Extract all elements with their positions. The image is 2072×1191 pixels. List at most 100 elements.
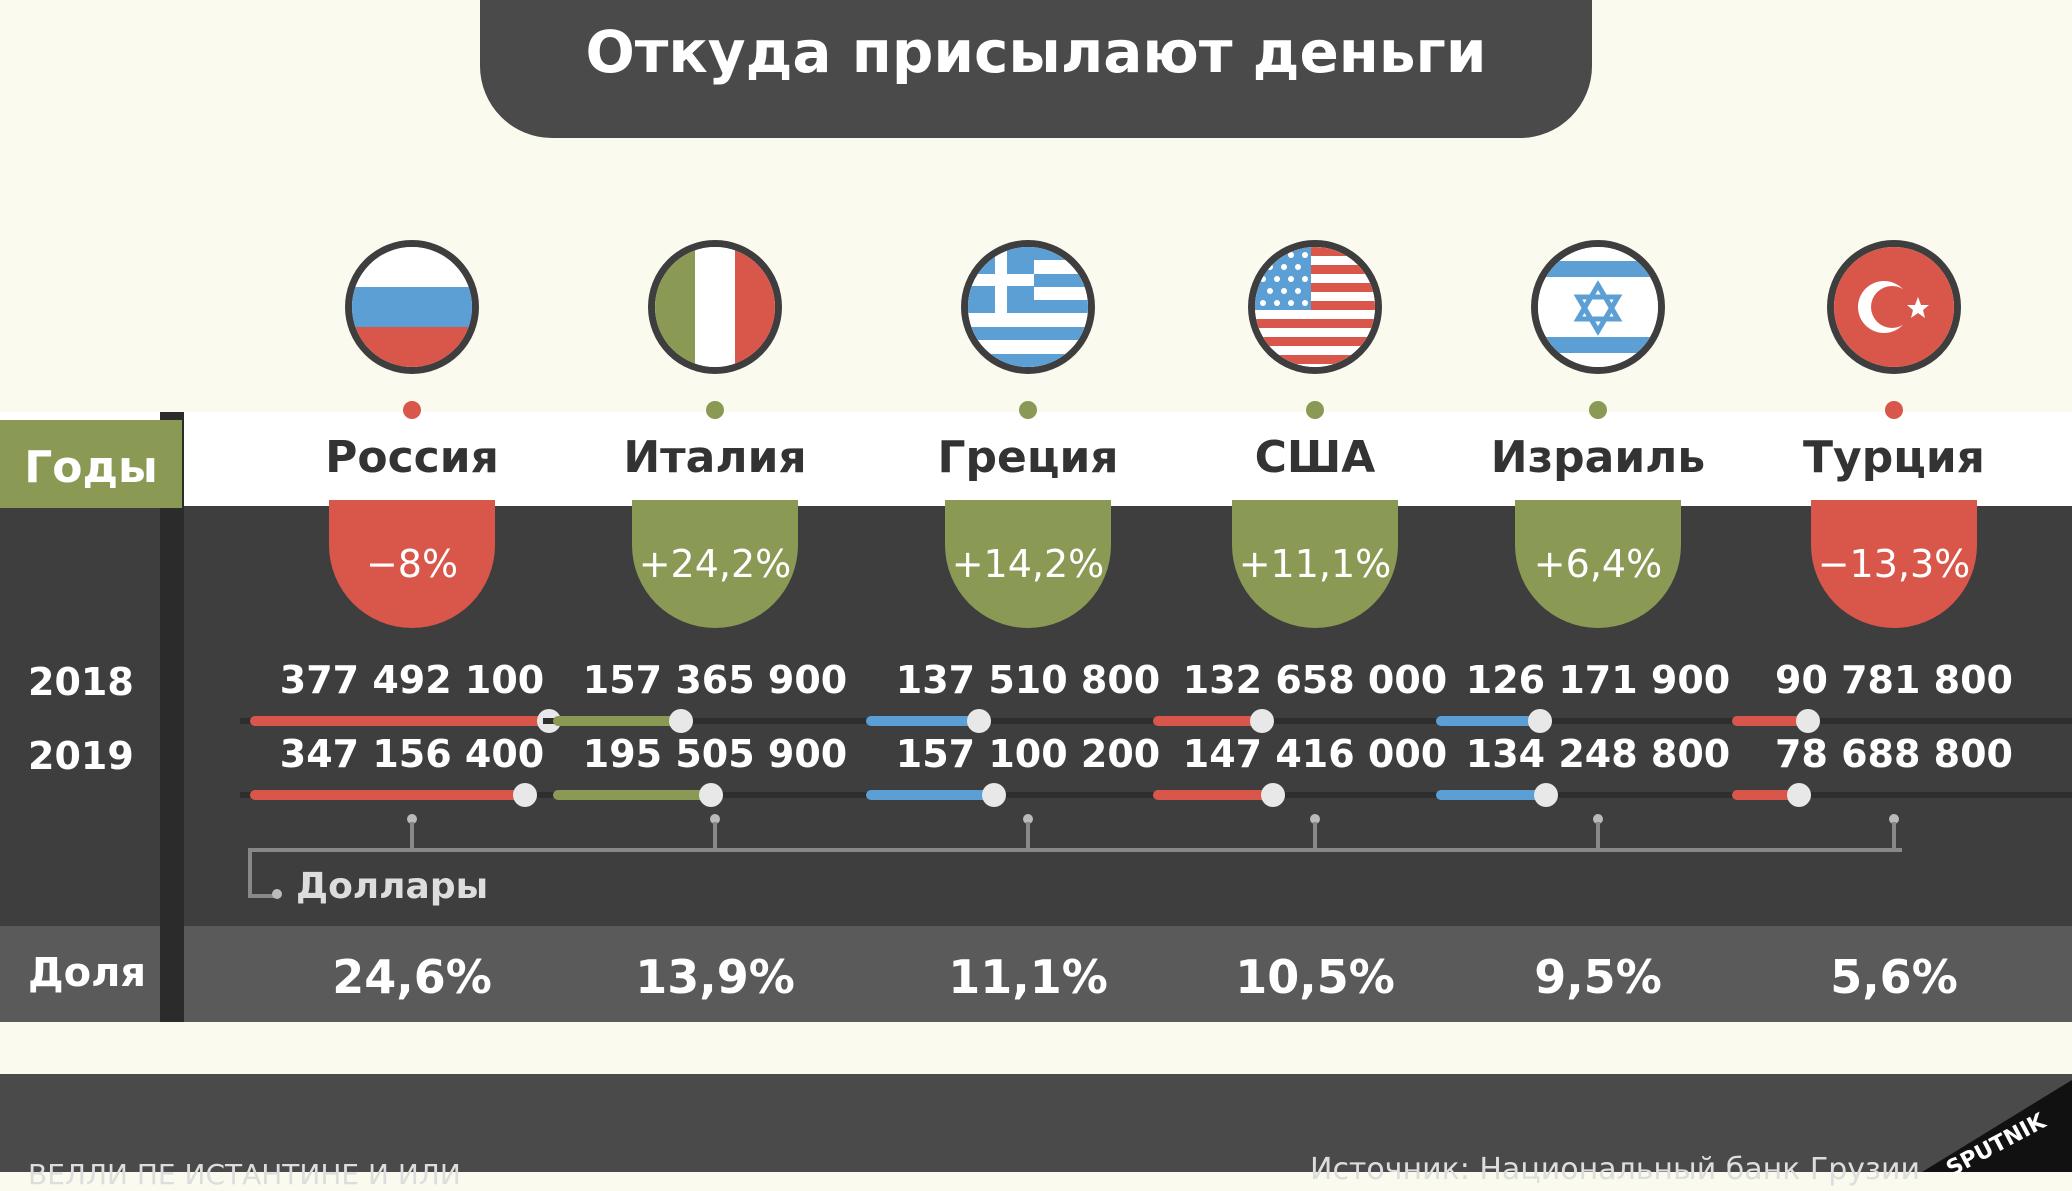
bar-track-2018-usa <box>1143 718 1493 724</box>
tick-israel <box>1596 822 1600 850</box>
change-badge-usa: +11,1% <box>1232 500 1398 628</box>
share-value-israel: 9,5% <box>1534 950 1662 1004</box>
country-name-usa: США <box>1254 432 1376 483</box>
country-name-russia: Россия <box>325 432 499 483</box>
author-credit: ВЕЛЛИ ПЕ ИСТАНТИНЕ И ИЛИ <box>28 1158 461 1191</box>
italy-flag-icon <box>648 240 782 374</box>
bar-2019-russia <box>250 790 519 800</box>
share-label: Доля <box>28 950 147 996</box>
value-2018-israel: 126 171 900 <box>1465 658 1731 702</box>
bar-2018-greece <box>866 716 973 726</box>
bar-2019-italy <box>553 790 705 800</box>
year-label-2018: 2018 <box>28 660 134 704</box>
usa-indicator-dot <box>1306 401 1324 419</box>
share-value-usa: 10,5% <box>1235 950 1395 1004</box>
share-value-turkey: 5,6% <box>1830 950 1958 1004</box>
share-row <box>0 926 2072 1022</box>
israel-flag-icon <box>1531 240 1665 374</box>
bar-track-2019-usa <box>1143 792 1493 798</box>
greece-indicator-dot <box>1019 401 1037 419</box>
bar-2019-israel <box>1436 790 1540 800</box>
value-2019-usa: 147 416 000 <box>1182 732 1448 776</box>
bar-knob-2019-israel <box>1534 783 1558 807</box>
connector-line <box>248 848 1902 852</box>
change-badge-italy: +24,2% <box>632 500 798 628</box>
bar-track-2018-turkey <box>1722 718 2072 724</box>
value-2019-italy: 195 505 900 <box>582 732 848 776</box>
bar-knob-2018-greece <box>967 709 991 733</box>
change-badge-greece: +14,2% <box>945 500 1111 628</box>
bar-knob-2018-italy <box>669 709 693 733</box>
israel-indicator-dot <box>1589 401 1607 419</box>
value-2018-italy: 157 365 900 <box>582 658 848 702</box>
connector-foot <box>248 894 278 898</box>
country-name-israel: Израиль <box>1490 432 1706 483</box>
bar-knob-2018-turkey <box>1796 709 1820 733</box>
bar-knob-2018-israel <box>1528 709 1552 733</box>
share-value-greece: 11,1% <box>948 950 1108 1004</box>
bar-2018-russia <box>250 716 543 726</box>
left-column-divider <box>160 412 184 1022</box>
country-name-italy: Италия <box>623 432 807 483</box>
tick-dot-israel <box>1593 814 1603 824</box>
share-value-italy: 13,9% <box>635 950 795 1004</box>
bar-track-2019-greece <box>856 792 1206 798</box>
tick-dot-turkey <box>1889 814 1899 824</box>
bar-knob-2018-usa <box>1250 709 1274 733</box>
tick-usa <box>1313 822 1317 850</box>
change-badge-russia: −8% <box>329 500 495 628</box>
unit-label: Доллары <box>296 866 489 907</box>
value-2019-greece: 157 100 200 <box>895 732 1161 776</box>
bar-2018-israel <box>1436 716 1534 726</box>
tick-dot-greece <box>1023 814 1033 824</box>
bar-track-2018-greece <box>856 718 1206 724</box>
tick-dot-usa <box>1310 814 1320 824</box>
bar-2019-turkey <box>1732 790 1793 800</box>
connector-drop <box>248 848 252 898</box>
tick-greece <box>1026 822 1030 850</box>
country-name-turkey: Турция <box>1803 432 1985 483</box>
tick-dot-russia <box>407 814 417 824</box>
tick-dot-italy <box>710 814 720 824</box>
russia-flag-icon <box>345 240 479 374</box>
tick-italy <box>713 822 717 850</box>
sputnik-logo-corner <box>1922 1080 2072 1172</box>
value-2018-usa: 132 658 000 <box>1182 658 1448 702</box>
bar-knob-2019-usa <box>1261 783 1285 807</box>
tick-russia <box>410 822 414 850</box>
bar-knob-2019-russia <box>513 783 537 807</box>
turkey-indicator-dot <box>1885 401 1903 419</box>
bar-2018-usa <box>1153 716 1256 726</box>
bar-knob-2019-turkey <box>1787 783 1811 807</box>
change-badge-israel: +6,4% <box>1515 500 1681 628</box>
bar-track-2019-israel <box>1426 792 1776 798</box>
italy-indicator-dot <box>706 401 724 419</box>
value-2018-greece: 137 510 800 <box>895 658 1161 702</box>
value-2018-turkey: 90 781 800 <box>1775 658 2013 702</box>
value-2019-israel: 134 248 800 <box>1465 732 1731 776</box>
value-2018-russia: 377 492 100 <box>279 658 545 702</box>
value-2019-russia: 347 156 400 <box>279 732 545 776</box>
turkey-flag-icon <box>1827 240 1961 374</box>
country-name-band <box>0 412 2072 508</box>
bar-track-2019-turkey <box>1722 792 2072 798</box>
source-credit: Источник: Национальный банк Грузии <box>1310 1152 1920 1187</box>
share-value-russia: 24,6% <box>332 950 492 1004</box>
bar-track-2018-israel <box>1426 718 1776 724</box>
title-banner <box>480 0 1592 138</box>
bar-2018-italy <box>553 716 675 726</box>
bar-2018-turkey <box>1732 716 1802 726</box>
years-header-cap <box>0 420 182 428</box>
bar-track-2018-italy <box>543 718 893 724</box>
years-header: Годы <box>0 426 182 508</box>
footer <box>0 1074 2072 1172</box>
page-title: Откуда присылают деньги <box>585 18 1487 86</box>
unit-dot <box>272 889 282 899</box>
change-badge-turkey: −13,3% <box>1811 500 1977 628</box>
bar-2019-usa <box>1153 790 1267 800</box>
russia-indicator-dot <box>403 401 421 419</box>
usa-flag-icon <box>1248 240 1382 374</box>
country-name-greece: Греция <box>937 432 1119 483</box>
value-2019-turkey: 78 688 800 <box>1775 732 2013 776</box>
greece-flag-icon <box>961 240 1095 374</box>
